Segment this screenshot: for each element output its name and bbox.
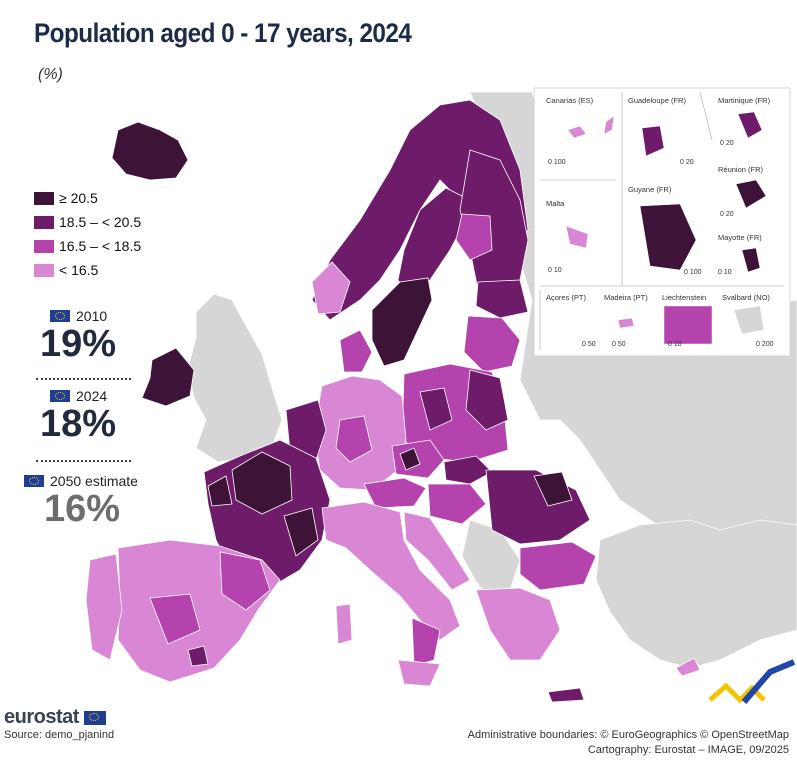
legend-label: < 16.5 xyxy=(59,262,99,278)
inset-label-acores: Açores (PT) xyxy=(546,293,587,302)
legend-item: 16.5 – < 18.5 xyxy=(34,234,141,258)
eu-flag-icon xyxy=(24,475,44,487)
legend-swatch xyxy=(34,215,54,229)
region-ireland xyxy=(141,347,195,407)
legend-item: ≥ 20.5 xyxy=(34,186,141,210)
region-sweden xyxy=(371,187,467,367)
legend-swatch xyxy=(34,263,54,277)
inset-label-liechtenstein: Liechtenstein xyxy=(662,293,706,302)
inset-scale-malta: 0 10 xyxy=(548,267,562,274)
inset-scale-acores: 0 50 xyxy=(582,341,596,348)
divider xyxy=(36,378,131,380)
region-central-europe xyxy=(363,439,493,525)
region-finland xyxy=(455,149,529,301)
region-greece-islands xyxy=(547,657,701,703)
legend-swatch xyxy=(34,191,54,205)
credit-line: Cartography: Eurostat – IMAGE, 09/2025 xyxy=(587,744,789,756)
inset-label-guyane: Guyane (FR) xyxy=(628,185,672,194)
credits: Administrative boundaries: © EuroGeograp… xyxy=(468,728,789,758)
eurostat-logo: eurostat xyxy=(4,706,112,729)
region-italy xyxy=(321,501,461,687)
inset-scale-canarias: 0 100 xyxy=(548,159,566,166)
eu-flag-icon xyxy=(83,710,106,725)
inset-scale-guyane: 0 100 xyxy=(684,269,702,276)
insets-panel: Canarias (ES) Guadeloupe (FR) Martinique… xyxy=(533,87,791,357)
stat-label: 2010 xyxy=(76,308,108,324)
unit-label: (%) xyxy=(38,66,63,83)
legend-label: 16.5 – < 18.5 xyxy=(59,238,142,254)
stat-label: 2024 xyxy=(76,388,108,404)
region-germany xyxy=(313,375,407,491)
stat-value: 19% xyxy=(40,323,117,365)
inset-label-madeira: Madeira (PT) xyxy=(604,293,648,302)
inset-label-svalbard: Svalbard (NO) xyxy=(722,293,770,302)
region-romania-bulgaria xyxy=(485,469,597,591)
inset-scale-svalbard: 0 200 xyxy=(756,341,774,348)
stat-value: 18% xyxy=(40,403,117,445)
legend-swatch xyxy=(34,239,54,253)
region-iceland xyxy=(111,121,189,181)
inset-label-canarias: Canarias (ES) xyxy=(546,96,594,105)
source-note: Source: demo_pjanind xyxy=(4,729,115,741)
region-poland xyxy=(401,363,509,463)
legend-item: 18.5 – < 20.5 xyxy=(34,210,141,234)
eu-flag-icon xyxy=(50,390,70,402)
page-title: Population aged 0 - 17 years, 2024 xyxy=(34,18,412,48)
inset-scale-liechtenstein: 0 10 xyxy=(668,341,682,348)
inset-scale-madeira: 0 50 xyxy=(612,341,626,348)
inset-label-guadeloupe: Guadeloupe (FR) xyxy=(628,96,686,105)
image-logo-mark xyxy=(708,659,796,704)
inset-label-martinique: Martinique (FR) xyxy=(718,96,771,105)
stat-label: 2050 estimate xyxy=(50,473,138,489)
region-baltics xyxy=(463,279,529,373)
inset-label-reunion: Réunion (FR) xyxy=(718,165,764,174)
inset-scale-guadeloupe: 0 20 xyxy=(680,159,694,166)
stat-value: 16% xyxy=(44,488,121,530)
inset-label-mayotte: Mayotte (FR) xyxy=(718,233,762,242)
legend-label: ≥ 20.5 xyxy=(59,190,98,206)
credit-line: Administrative boundaries: © EuroGeograp… xyxy=(467,729,789,741)
inset-scale-mayotte: 0 10 xyxy=(718,269,732,276)
inset-scale-martinique: 0 20 xyxy=(720,140,734,147)
stat-2024: 2024 18% xyxy=(40,388,116,444)
region-iberia xyxy=(85,539,281,683)
inset-label-malta: Malta xyxy=(546,199,565,208)
eu-flag-icon xyxy=(50,310,70,322)
divider xyxy=(36,460,131,462)
stat-2050: 2050 estimate 16% xyxy=(24,473,138,529)
region-balkans xyxy=(403,511,561,661)
legend: ≥ 20.5 18.5 – < 20.5 16.5 – < 18.5 < 16.… xyxy=(34,186,141,282)
legend-label: 18.5 – < 20.5 xyxy=(59,214,142,230)
legend-item: < 16.5 xyxy=(34,258,141,282)
region-denmark xyxy=(339,329,373,373)
stat-2010: 2010 19% xyxy=(40,308,116,364)
logo-text: eurostat xyxy=(4,706,79,728)
inset-scale-reunion: 0 20 xyxy=(720,211,734,218)
